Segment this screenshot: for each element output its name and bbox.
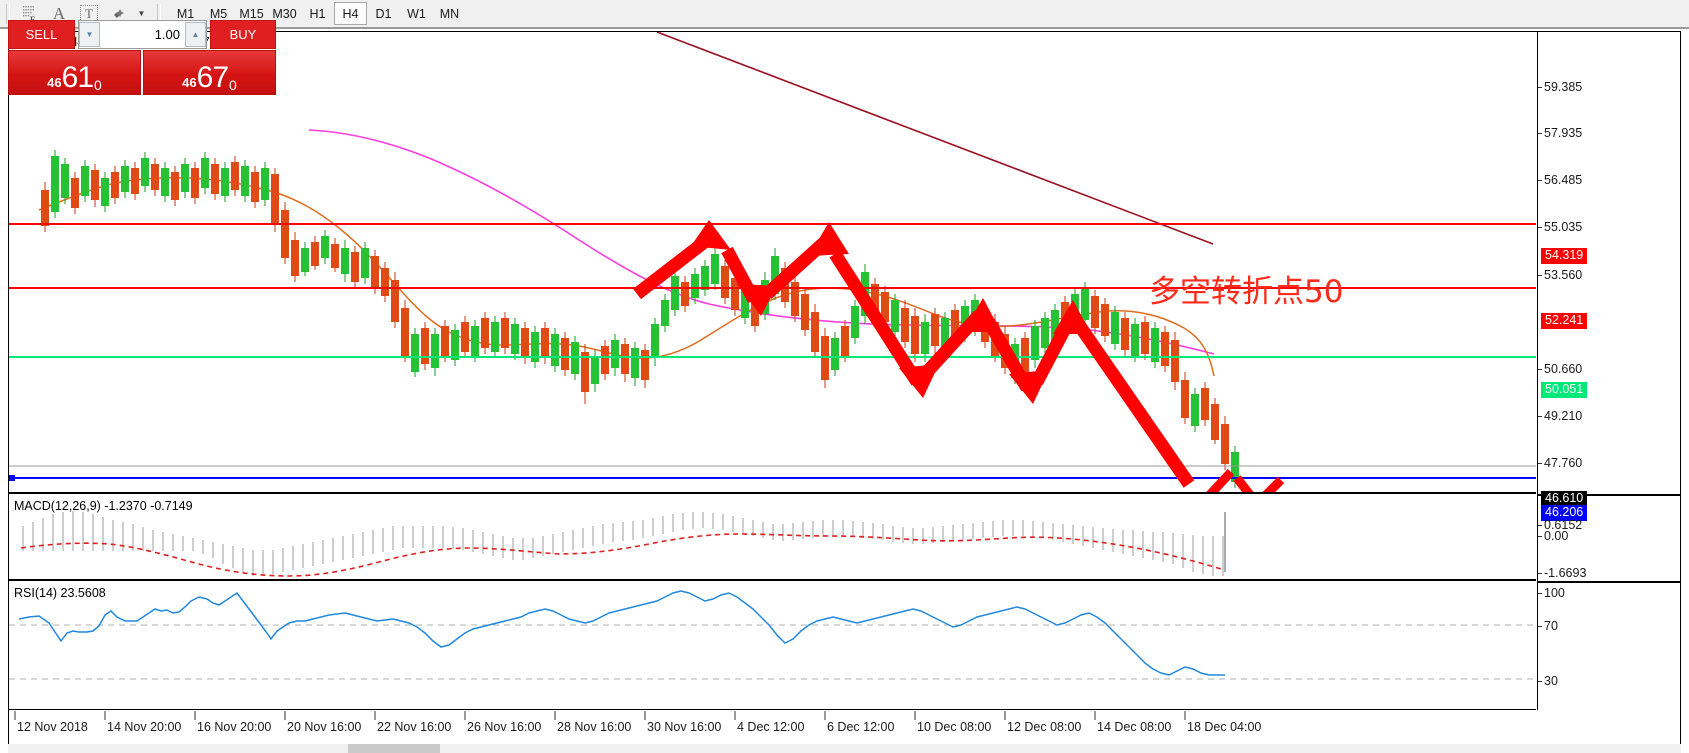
timeframe-m15[interactable]: M15 bbox=[239, 6, 264, 21]
ask-price-fraction: 0 bbox=[229, 77, 237, 93]
timeframe-m30[interactable]: M30 bbox=[272, 6, 297, 21]
oct-header-row: SELL ▼ 1.00 ▲ BUY bbox=[8, 20, 276, 49]
level-tag-46[interactable]: 46.206 bbox=[1541, 505, 1588, 521]
ask-price-display[interactable]: 46 67 0 bbox=[143, 50, 276, 95]
macd-indicator-label: MACD(12,26,9) -1.2370 -0.7149 bbox=[14, 499, 193, 513]
sell-button[interactable]: SELL bbox=[8, 20, 75, 49]
time-tick-1: 14 Nov 20:00 bbox=[107, 720, 182, 734]
price-tick-49: 49.210 bbox=[1537, 409, 1583, 423]
downtrend-line bbox=[656, 32, 1214, 245]
timeframe-mn[interactable]: MN bbox=[439, 6, 460, 21]
ask-price-main: 67 bbox=[196, 61, 229, 94]
volume-input[interactable]: 1.00 bbox=[154, 27, 180, 42]
price-tick-57: 57.935 bbox=[1537, 126, 1583, 140]
price-tick-50: 50.660 bbox=[1537, 362, 1583, 376]
timeframe-h1[interactable]: H1 bbox=[309, 6, 326, 21]
bid-price-main: 61 bbox=[61, 61, 94, 94]
chevron-down-icon[interactable]: ▼ bbox=[137, 9, 146, 18]
macd-histogram bbox=[22, 511, 1224, 576]
price-chart-svg bbox=[9, 32, 1536, 492]
time-tick-6: 28 Nov 16:00 bbox=[557, 720, 632, 734]
time-tick-10: 10 Dec 08:00 bbox=[917, 720, 992, 734]
price-tick-47: 47.760 bbox=[1537, 456, 1583, 470]
volume-decrease-button[interactable]: ▼ bbox=[79, 22, 100, 47]
time-tick-12: 14 Dec 08:00 bbox=[1097, 720, 1172, 734]
price-scale[interactable]: 59.385 57.935 56.485 55.035 54.319 53.56… bbox=[1537, 32, 1681, 710]
volume-increase-button[interactable]: ▲ bbox=[185, 22, 206, 47]
timeframe-m5[interactable]: M5 bbox=[209, 6, 228, 21]
level-tag-52[interactable]: 52.241 bbox=[1541, 313, 1588, 329]
rsi-chart-svg bbox=[9, 590, 1536, 680]
time-tick-2: 16 Nov 20:00 bbox=[197, 720, 272, 734]
time-tick-7: 30 Nov 16:00 bbox=[647, 720, 722, 734]
indicators-icon[interactable]: F bbox=[14, 1, 44, 26]
macd-tick-zero: 0.00 bbox=[1537, 529, 1569, 543]
one-click-trading-panel[interactable]: SELL ▼ 1.00 ▲ BUY 46 61 0 46 67 0 bbox=[8, 20, 276, 95]
oct-price-row: 46 61 0 46 67 0 bbox=[8, 50, 276, 95]
main-toolbar: F A T ▼ M1 M5 M15 M30 H1 H4 D1 W1 MN bbox=[0, 0, 1689, 29]
macd-tick-max: 0.6152 bbox=[1537, 518, 1583, 532]
macd-signal-line bbox=[20, 533, 1226, 577]
rsi-line bbox=[18, 590, 1225, 676]
bid-price-integer: 46 bbox=[47, 75, 62, 90]
macd-tick-min: -1.6693 bbox=[1537, 566, 1587, 580]
rsi-pane[interactable]: RSI(14) 23.5608 bbox=[9, 583, 1536, 710]
price-tick-56: 56.485 bbox=[1537, 173, 1583, 187]
time-tick-9: 6 Dec 12:00 bbox=[827, 720, 895, 734]
time-tick-5: 26 Nov 16:00 bbox=[467, 720, 542, 734]
macd-pane[interactable]: MACD(12,26,9) -1.2370 -0.7149 bbox=[9, 496, 1536, 581]
rsi-tick-30: 30 bbox=[1538, 674, 1558, 688]
scrollbar-thumb[interactable] bbox=[348, 744, 440, 753]
macd-chart-svg bbox=[20, 511, 1226, 577]
timeframe-d1[interactable]: D1 bbox=[375, 6, 392, 21]
rsi-tick-70: 70 bbox=[1538, 619, 1558, 633]
time-tick-13: 18 Dec 04:00 bbox=[1187, 720, 1262, 734]
bid-price-fraction: 0 bbox=[94, 77, 102, 93]
buy-button[interactable]: BUY bbox=[210, 20, 276, 49]
price-tick-59: 59.385 bbox=[1537, 80, 1583, 94]
time-axis: 12 Nov 2018 14 Nov 20:00 16 Nov 20:00 20… bbox=[9, 711, 1536, 746]
time-tick-3: 20 Nov 16:00 bbox=[287, 720, 362, 734]
chart-annotation-text: 多空转折点50 bbox=[1149, 274, 1344, 310]
price-tick-55: 55.035 bbox=[1537, 220, 1583, 234]
scale-divider-2 bbox=[1537, 581, 1681, 583]
time-tick-4: 22 Nov 16:00 bbox=[377, 720, 452, 734]
text-label-icon[interactable]: A bbox=[52, 3, 66, 23]
timeframe-w1[interactable]: W1 bbox=[407, 6, 426, 21]
volume-stepper[interactable]: ▼ 1.00 ▲ bbox=[78, 20, 207, 49]
toolbar-grip[interactable] bbox=[3, 3, 12, 25]
svg-text:F: F bbox=[30, 15, 35, 23]
level-tag-54[interactable]: 54.319 bbox=[1541, 248, 1588, 264]
price-pane[interactable]: ▲ USOil-,H4 46.570 46.620 46.570 46.610 … bbox=[9, 32, 1536, 494]
price-tick-53: 53.560 bbox=[1537, 268, 1583, 282]
shapes-icon[interactable] bbox=[104, 1, 134, 26]
chart-container[interactable]: ▲ USOil-,H4 46.570 46.620 46.570 46.610 … bbox=[8, 31, 1681, 747]
timeframe-m1[interactable]: M1 bbox=[176, 6, 195, 21]
level-tag-50[interactable]: 50.051 bbox=[1541, 382, 1588, 398]
ask-price-integer: 46 bbox=[182, 75, 197, 90]
last-price-tag[interactable]: 46.610 bbox=[1541, 491, 1588, 507]
time-tick-0: 12 Nov 2018 bbox=[17, 720, 88, 734]
horizontal-scrollbar[interactable] bbox=[8, 744, 1681, 753]
trend-arrow-heads bbox=[691, 220, 1091, 404]
timeframe-h4[interactable]: H4 bbox=[334, 2, 367, 25]
time-tick-8: 4 Dec 12:00 bbox=[737, 720, 805, 734]
scale-divider-1 bbox=[1537, 494, 1681, 496]
time-tick-11: 12 Dec 08:00 bbox=[1007, 720, 1082, 734]
bid-price-display[interactable]: 46 61 0 bbox=[8, 50, 141, 95]
rsi-tick-100: 100 bbox=[1538, 586, 1565, 600]
rsi-indicator-label: RSI(14) 23.5608 bbox=[14, 586, 106, 600]
timeframe-grip[interactable] bbox=[154, 3, 163, 25]
